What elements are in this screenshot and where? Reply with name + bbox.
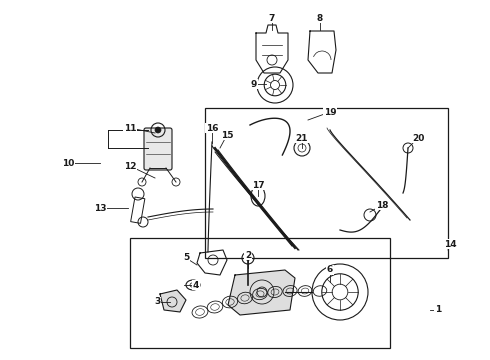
Text: 14: 14 bbox=[443, 239, 456, 248]
Text: 12: 12 bbox=[124, 162, 136, 171]
Text: 15: 15 bbox=[221, 131, 233, 140]
Bar bbox=[131, 197, 145, 223]
Text: 7: 7 bbox=[269, 14, 275, 23]
Text: 16: 16 bbox=[206, 123, 218, 132]
Text: 13: 13 bbox=[94, 203, 106, 212]
Text: 20: 20 bbox=[412, 134, 424, 143]
FancyBboxPatch shape bbox=[144, 128, 172, 170]
Text: 2: 2 bbox=[245, 251, 251, 260]
Text: 9: 9 bbox=[251, 80, 257, 89]
Bar bbox=[205, 108, 448, 258]
Text: 1: 1 bbox=[435, 306, 441, 315]
Text: 5: 5 bbox=[183, 253, 189, 262]
Text: 18: 18 bbox=[376, 201, 388, 210]
Text: 6: 6 bbox=[327, 266, 333, 274]
Text: 21: 21 bbox=[296, 134, 308, 143]
Circle shape bbox=[155, 127, 161, 133]
Text: 17: 17 bbox=[252, 180, 264, 189]
Text: 8: 8 bbox=[317, 14, 323, 23]
Text: 10: 10 bbox=[62, 158, 74, 167]
Text: 19: 19 bbox=[324, 108, 336, 117]
Text: 3: 3 bbox=[154, 297, 160, 306]
Polygon shape bbox=[160, 290, 186, 312]
Polygon shape bbox=[228, 270, 295, 315]
Circle shape bbox=[245, 256, 250, 261]
Text: 11: 11 bbox=[124, 123, 136, 132]
Text: 4: 4 bbox=[193, 280, 199, 289]
Bar bbox=[130, 238, 390, 348]
